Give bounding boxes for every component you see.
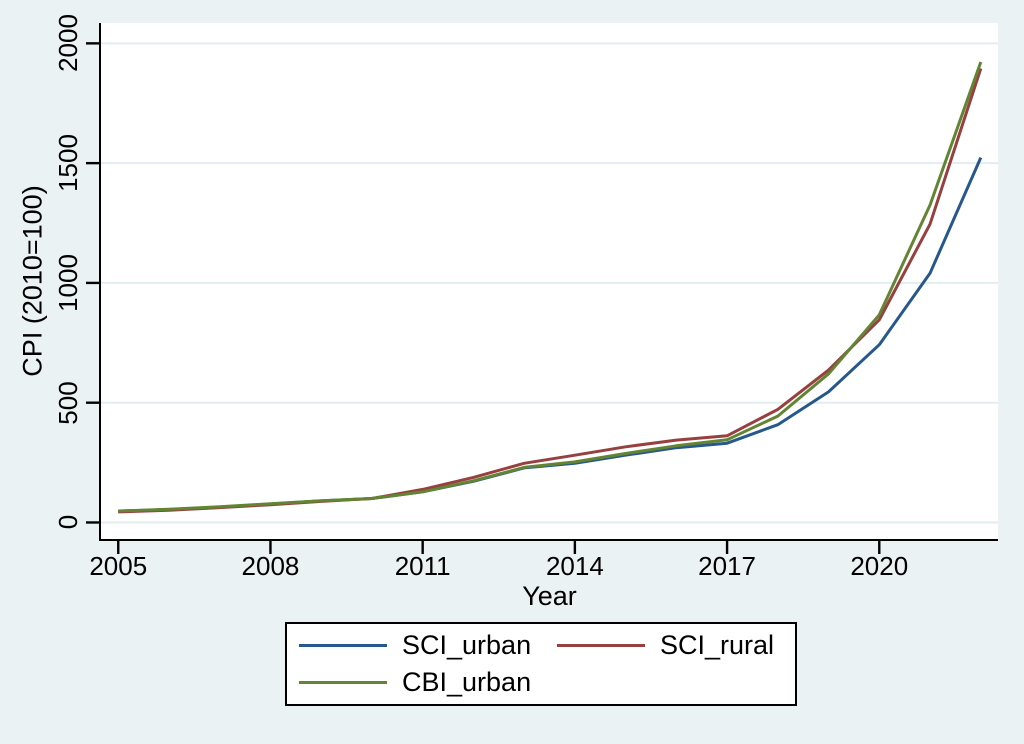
x-tick-label-2008: 2008 xyxy=(241,551,300,581)
x-axis-title: Year xyxy=(522,581,577,611)
x-tick-label-2014: 2014 xyxy=(545,551,604,581)
legend-label-sci-rural: SCI_rural xyxy=(660,630,775,660)
legend-line-sample-cbi-urban xyxy=(299,681,387,684)
legend-line-sample-sci-rural xyxy=(557,644,645,647)
series-line-SCI_rural xyxy=(118,68,983,514)
y-tick-label-1500: 1500 xyxy=(53,134,83,193)
legend-label-cbi-urban: CBI_urban xyxy=(402,667,532,697)
x-tick-label-2005: 2005 xyxy=(89,551,148,581)
x-tick-label-2020: 2020 xyxy=(850,551,909,581)
legend-item-sci-rural: SCI_rural xyxy=(557,632,795,659)
series-line-CBI_urban xyxy=(118,61,983,513)
y-tick-label-500: 500 xyxy=(53,380,83,425)
legend-label-sci-urban: SCI_urban xyxy=(402,630,532,660)
y-tick-label-2000: 2000 xyxy=(53,14,83,73)
y-tick-label-0: 0 xyxy=(53,515,83,530)
plot-lines xyxy=(86,42,998,554)
legend-item-cbi-urban: CBI_urban xyxy=(299,669,557,696)
legend-line-sample-sci-urban xyxy=(299,644,387,647)
legend-item-sci-urban: SCI_urban xyxy=(299,632,557,659)
x-tick-label-2017: 2017 xyxy=(698,551,756,581)
y-tick-label-1000: 1000 xyxy=(53,253,83,312)
x-tick-label-2011: 2011 xyxy=(394,551,451,581)
y-axis-title: CPI (2010=100) xyxy=(17,185,48,377)
legend: SCI_urban SCI_rural CBI_urban xyxy=(285,622,797,706)
